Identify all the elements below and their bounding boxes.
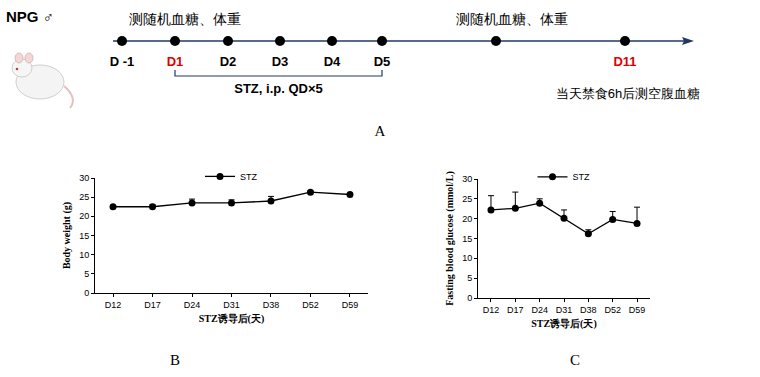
svg-text:D52: D52 — [604, 305, 621, 315]
svg-text:10: 10 — [79, 250, 89, 260]
html-text:C: C — [570, 352, 580, 368]
svg-text:D52: D52 — [302, 300, 319, 310]
svg-text:D24: D24 — [531, 305, 548, 315]
svg-text:30: 30 — [79, 173, 89, 183]
svg-text:D5: D5 — [374, 54, 391, 69]
svg-text:D12: D12 — [105, 300, 122, 310]
svg-text:STZ诱导后(天): STZ诱导后(天) — [531, 318, 597, 330]
svg-text:D11: D11 — [613, 54, 636, 69]
svg-text:D2: D2 — [220, 54, 237, 69]
svg-text:25: 25 — [462, 194, 472, 204]
svg-text:D59: D59 — [342, 300, 359, 310]
svg-text:D31: D31 — [556, 305, 573, 315]
svg-text:0: 0 — [84, 288, 89, 298]
svg-text:D24: D24 — [184, 300, 201, 310]
svg-text:5: 5 — [84, 269, 89, 279]
svg-text:20: 20 — [79, 211, 89, 221]
svg-text:测随机血糖、体重: 测随机血糖、体重 — [456, 11, 568, 27]
svg-text:30: 30 — [462, 174, 472, 184]
svg-text:D3: D3 — [272, 54, 289, 69]
svg-text:25: 25 — [79, 192, 89, 202]
svg-text:0: 0 — [467, 293, 472, 303]
svg-text:D1: D1 — [167, 54, 184, 69]
svg-text:15: 15 — [462, 234, 472, 244]
svg-text:20: 20 — [462, 214, 472, 224]
svg-text:测随机血糖、体重: 测随机血糖、体重 — [129, 11, 241, 27]
svg-text:D4: D4 — [324, 54, 341, 69]
svg-text:STZ: STZ — [573, 172, 591, 182]
svg-text:Fasting blood glucose (mmol/L): Fasting blood glucose (mmol/L) — [444, 171, 456, 306]
svg-text:D31: D31 — [223, 300, 240, 310]
svg-text:NPG ♂: NPG ♂ — [6, 8, 54, 25]
svg-text:D17: D17 — [144, 300, 161, 310]
svg-text:Body weight (g): Body weight (g) — [61, 202, 73, 269]
svg-text:STZ诱导后(天): STZ诱导后(天) — [199, 313, 265, 325]
svg-text:A: A — [375, 123, 386, 139]
svg-text:D -1: D -1 — [110, 54, 135, 69]
svg-text:D38: D38 — [263, 300, 280, 310]
html-text:B: B — [170, 352, 180, 368]
svg-text:STZ: STZ — [240, 172, 258, 182]
svg-text:D38: D38 — [580, 305, 597, 315]
svg-text:D59: D59 — [629, 305, 646, 315]
svg-text:10: 10 — [462, 253, 472, 263]
svg-text:15: 15 — [79, 231, 89, 241]
svg-text:当天禁食6h后测空腹血糖: 当天禁食6h后测空腹血糖 — [556, 86, 700, 101]
svg-text:D12: D12 — [483, 305, 500, 315]
svg-text:STZ, i.p. QD×5: STZ, i.p. QD×5 — [234, 81, 323, 96]
svg-text:5: 5 — [467, 273, 472, 283]
svg-text:D17: D17 — [507, 305, 524, 315]
